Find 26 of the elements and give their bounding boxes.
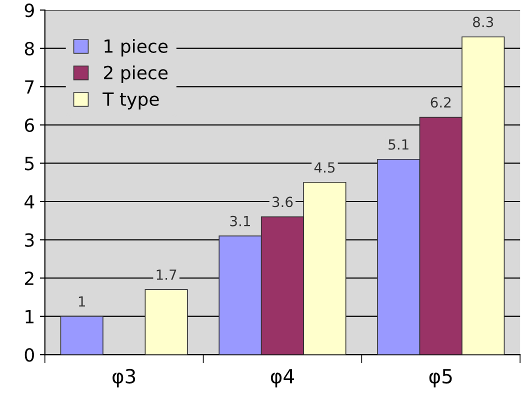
y-tick-label: 0: [24, 348, 34, 362]
data-label: 3.1: [230, 216, 250, 226]
y-tick-label: 3: [25, 233, 34, 247]
data-label: 4.5: [314, 162, 335, 173]
y-tick-label: 1: [26, 310, 34, 324]
data-label: 5.1: [388, 139, 408, 150]
y-tick-label: 7: [25, 80, 34, 94]
data-label: 1: [78, 296, 85, 307]
y-tick-label: 6: [24, 118, 34, 132]
y-tick-label: 8: [24, 42, 34, 56]
y-tick-label: 9: [24, 4, 34, 18]
data-label: 1.7: [156, 270, 176, 280]
y-tick-label: 5: [25, 156, 34, 170]
y-tick-label: 4: [24, 195, 34, 208]
x-tick-label: φ4: [270, 369, 294, 388]
x-tick-label: φ5: [429, 369, 452, 388]
y-tick-label: 2: [24, 272, 34, 285]
legend-label: 1 piece: [104, 38, 168, 56]
legend-label: 2 piece: [104, 65, 168, 83]
bar: [144, 289, 188, 355]
legend-label: T type: [102, 92, 159, 110]
bar: [60, 316, 104, 355]
x-tick-label: φ3: [112, 368, 136, 388]
data-label: 3.6: [272, 196, 293, 208]
data-label: 8.3: [473, 16, 494, 28]
data-label: 6.2: [430, 97, 451, 108]
